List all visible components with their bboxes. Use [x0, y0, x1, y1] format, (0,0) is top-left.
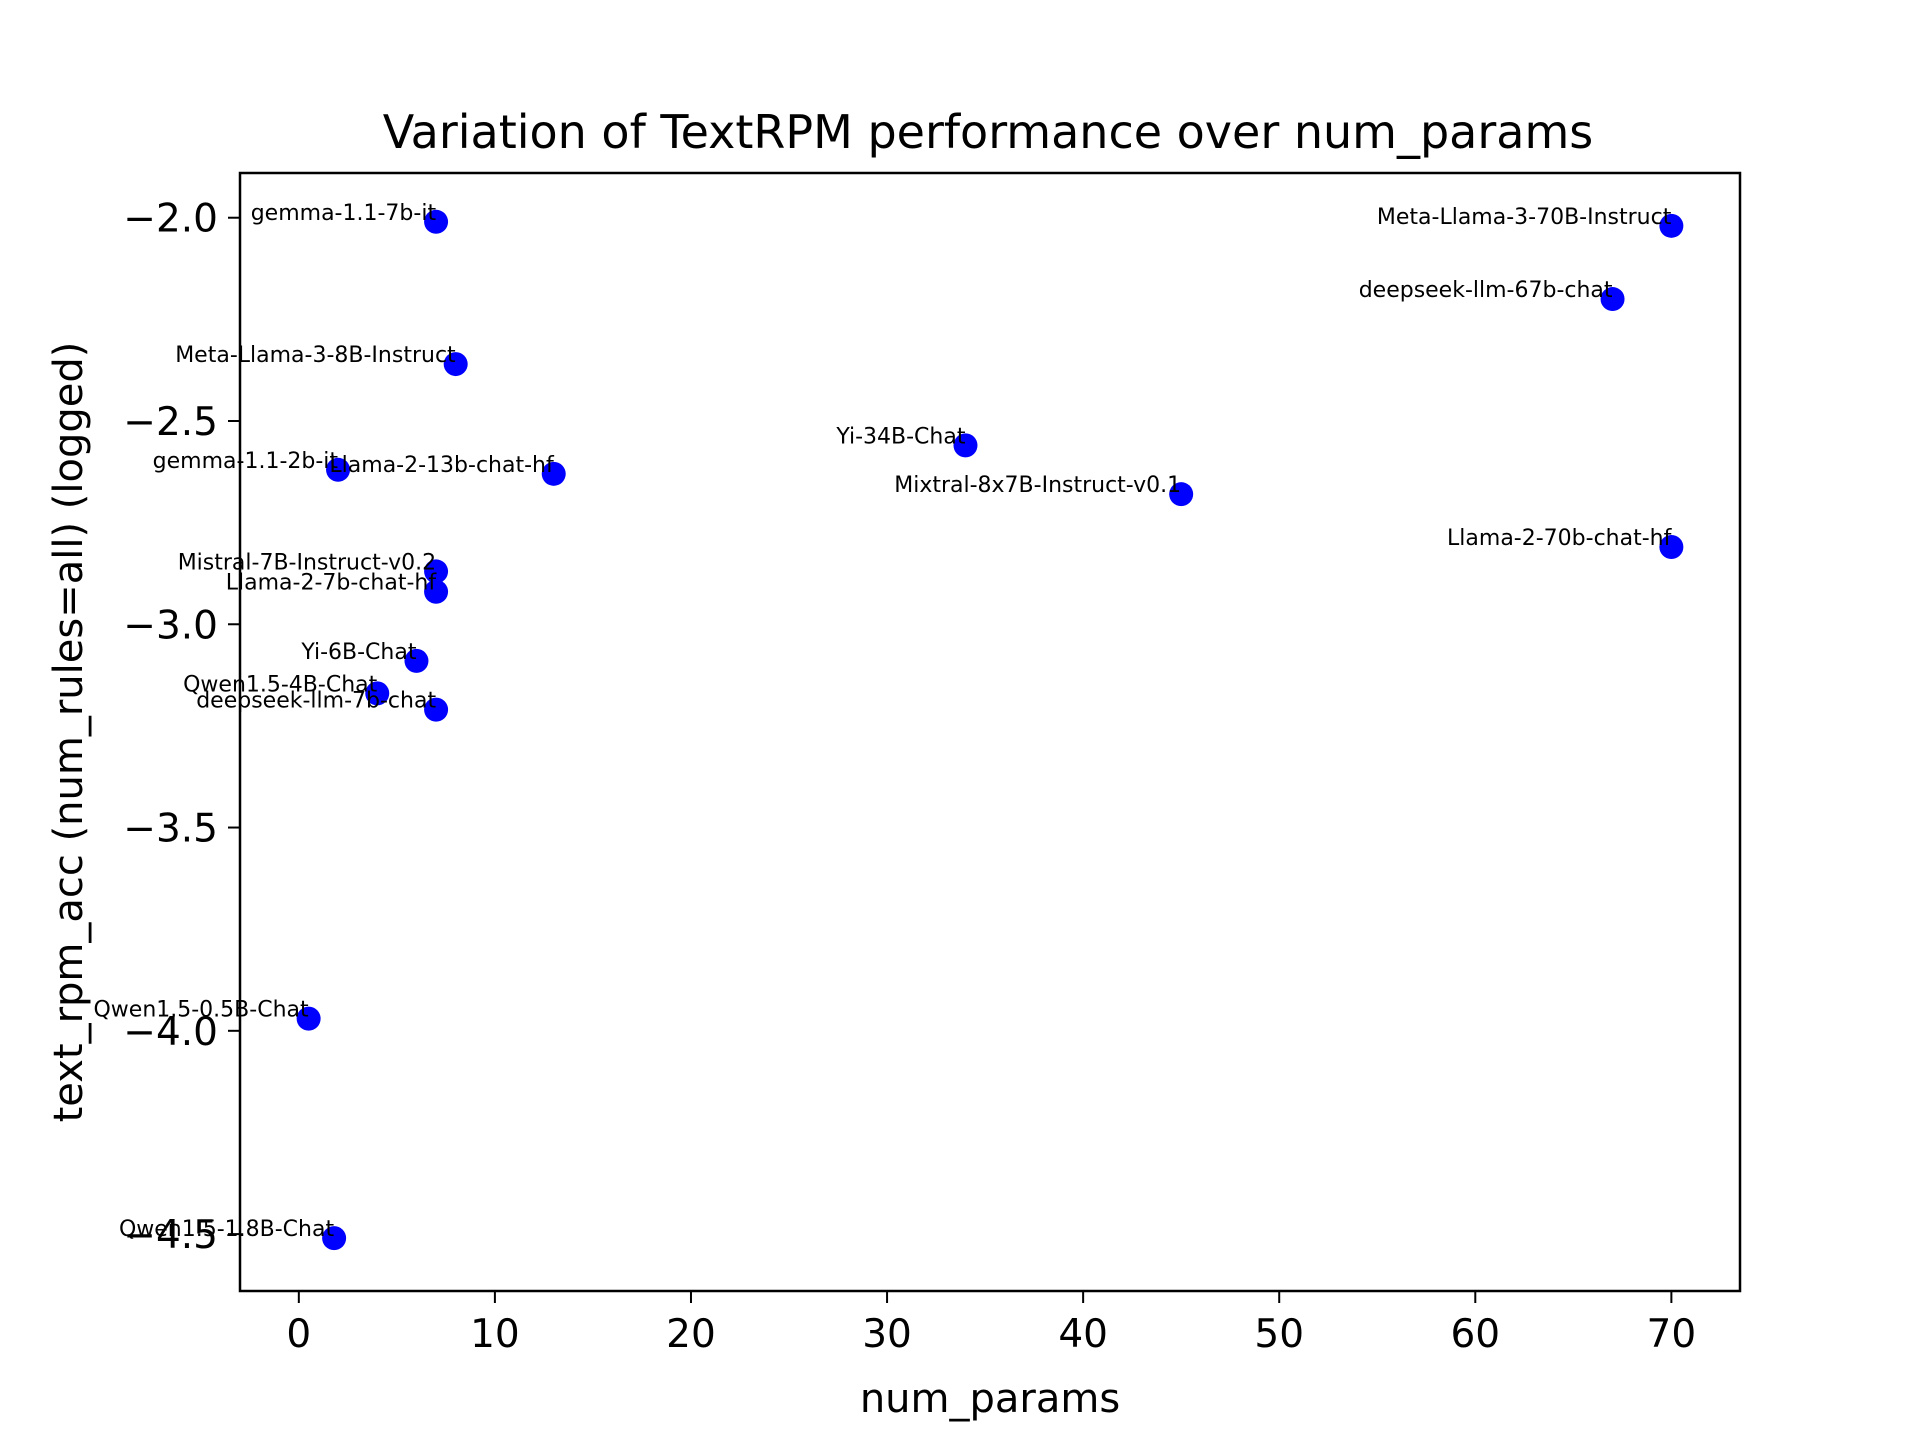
data-point-label: Meta-Llama-3-70B-Instruct	[1377, 205, 1672, 230]
data-point-label: deepseek-llm-7b-chat	[196, 689, 436, 714]
y-axis-ticks: −2.0 −2.5 −3.0 −3.5 −4.0 −4.5	[123, 197, 240, 1258]
x-tick-label: 40	[1058, 1312, 1108, 1357]
chart-title: Variation of TextRPM performance over nu…	[383, 105, 1594, 159]
data-point	[953, 433, 978, 458]
x-tick-label: 10	[470, 1312, 520, 1357]
data-point	[326, 457, 351, 482]
data-point	[424, 697, 449, 722]
data-point	[365, 681, 390, 706]
x-tick-label: 70	[1647, 1312, 1697, 1357]
data-point	[424, 579, 449, 604]
y-tick-label: −3.0	[123, 603, 218, 648]
y-tick-label: −4.5	[123, 1213, 218, 1258]
data-points	[296, 209, 1684, 1251]
data-point	[1659, 535, 1684, 560]
data-point	[424, 559, 449, 584]
data-point-label: deepseek-llm-67b-chat	[1359, 278, 1613, 303]
data-point-label: Qwen1.5-0.5B-Chat	[93, 998, 309, 1023]
x-tick-label: 0	[286, 1312, 311, 1357]
x-axis-ticks: 0 10 20 30 40 50 60 70	[286, 1291, 1696, 1357]
y-tick-label: −4.0	[123, 1010, 218, 1055]
data-point	[296, 1006, 321, 1031]
plot-area	[238, 171, 1742, 1293]
data-point-label: Mixtral-8x7B-Instruct-v0.1	[894, 473, 1181, 498]
data-point-label: Meta-Llama-3-8B-Instruct	[175, 343, 456, 368]
data-point	[1659, 213, 1684, 238]
data-point-label: Qwen1.5-1.8B-Chat	[119, 1217, 335, 1242]
x-axis-label: num_params	[860, 1376, 1120, 1422]
data-point-label: Qwen1.5-4B-Chat	[183, 672, 378, 697]
x-tick-label: 50	[1254, 1312, 1304, 1357]
data-point	[424, 209, 449, 234]
x-tick-label: 30	[862, 1312, 912, 1357]
data-point	[1600, 287, 1625, 312]
data-point	[404, 648, 429, 673]
data-point-label: Yi-6B-Chat	[300, 640, 417, 665]
x-tick-label: 20	[666, 1312, 716, 1357]
y-tick-label: −3.5	[123, 807, 218, 852]
data-point-label: Llama-2-7b-chat-hf	[226, 571, 438, 596]
data-point-label: Mistral-7B-Instruct-v0.2	[178, 550, 436, 575]
data-point-label: gemma-1.1-2b-it	[153, 449, 339, 474]
x-tick-label: 60	[1450, 1312, 1500, 1357]
y-tick-label: −2.5	[123, 400, 218, 445]
data-point-label: Llama-2-70b-chat-hf	[1447, 526, 1673, 551]
data-point-label: Yi-34B-Chat	[835, 424, 966, 449]
data-point-label: gemma-1.1-7b-it	[251, 201, 437, 226]
data-point	[443, 352, 468, 377]
data-point	[322, 1226, 347, 1251]
data-point	[541, 461, 566, 486]
data-point	[1169, 482, 1194, 507]
y-axis-label: text_rpm_acc (num_rules=all) (logged)	[46, 342, 92, 1123]
data-point-labels: gemma-1.1-7b-it Meta-Llama-3-70B-Instruct…	[93, 201, 1672, 1242]
y-tick-label: −2.0	[123, 197, 218, 242]
data-point-label: Llama-2-13b-chat-hf	[329, 453, 555, 478]
